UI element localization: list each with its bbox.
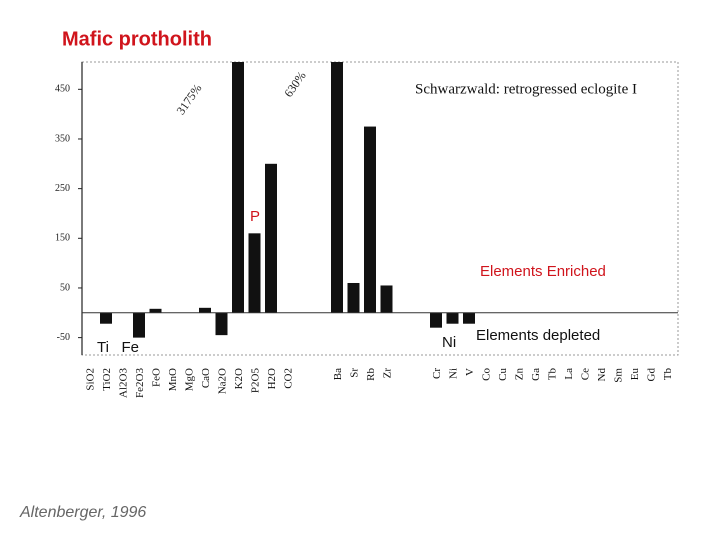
annotation: Ti Fe [97,339,139,356]
bars [100,62,475,338]
x-tick-label: FeO [151,368,163,387]
x-tick-label: Nd [596,368,608,382]
x-tick-label: SiO2 [85,368,97,391]
x-tick-label: V [464,368,476,376]
bar [347,282,360,313]
x-tick-label: Fe2O3 [134,368,146,398]
slide-title: Mafic protholith [62,28,212,50]
y-tick-label: 150 [55,233,70,244]
source: Altenberger, 1996 [19,504,146,521]
x-tick-label: Co [481,368,493,381]
x-tick-label: MgO [184,368,196,391]
bar [248,233,261,313]
x-tick-label: Ba [332,368,344,380]
x-tick-label: Ni [448,368,460,379]
x-tick-label: CaO [200,368,212,388]
value-label: 630% [281,69,309,100]
bar [232,62,244,313]
bar [265,163,277,313]
chart-subtitle: Schwarzwald: retrogressed eclogite I [415,81,637,97]
y-tick-label: 350 [55,133,70,144]
bar [446,312,459,324]
y-tick-label: 50 [60,282,70,293]
bar [380,285,393,313]
x-tick-label: Gd [646,368,658,382]
x-tick-label: H2O [266,368,278,389]
x-tick-label: Cu [497,368,509,381]
x-tick-label: Cr [431,368,443,379]
x-tick-label: Tb [547,368,559,381]
y-tick-label: 250 [55,183,70,194]
annotation: Elements depleted [476,327,600,344]
value-label: 3175% [173,81,204,117]
bar [463,312,475,324]
x-tick-label: La [563,368,575,380]
x-tick-label: Tb [662,368,674,381]
annotation: Ni [442,334,456,351]
bar [100,312,112,324]
bar [133,312,145,338]
x-tick-label: Ga [530,368,542,381]
annotation: P [250,208,260,225]
x-tick-label: Zr [382,368,394,379]
bar [364,126,376,313]
x-tick-label: Sr [349,368,361,378]
x-tick-label: Rb [365,368,377,381]
x-tick-label: Na2O [217,368,229,394]
bar [199,307,211,313]
x-tick-label: Zn [514,368,526,381]
x-tick-label: K2O [233,368,245,389]
x-tick-label: TiO2 [101,368,113,391]
annotation: Elements Enriched [480,263,606,280]
x-tick-label: Al2O3 [118,368,130,398]
x-tick-label: MnO [167,368,179,391]
x-tick-label: CO2 [283,368,295,389]
bar [215,312,228,336]
plot-frame [81,61,679,356]
bar [331,62,343,313]
bar [149,308,162,313]
y-tick-label: 450 [55,84,70,95]
x-tick-label: Ce [580,368,592,380]
x-tick-label: P2O5 [250,368,262,394]
bar [430,312,442,328]
x-tick-label: Sm [613,368,625,383]
x-tick-label: Eu [629,368,641,381]
y-tick-label: -50 [57,332,70,343]
